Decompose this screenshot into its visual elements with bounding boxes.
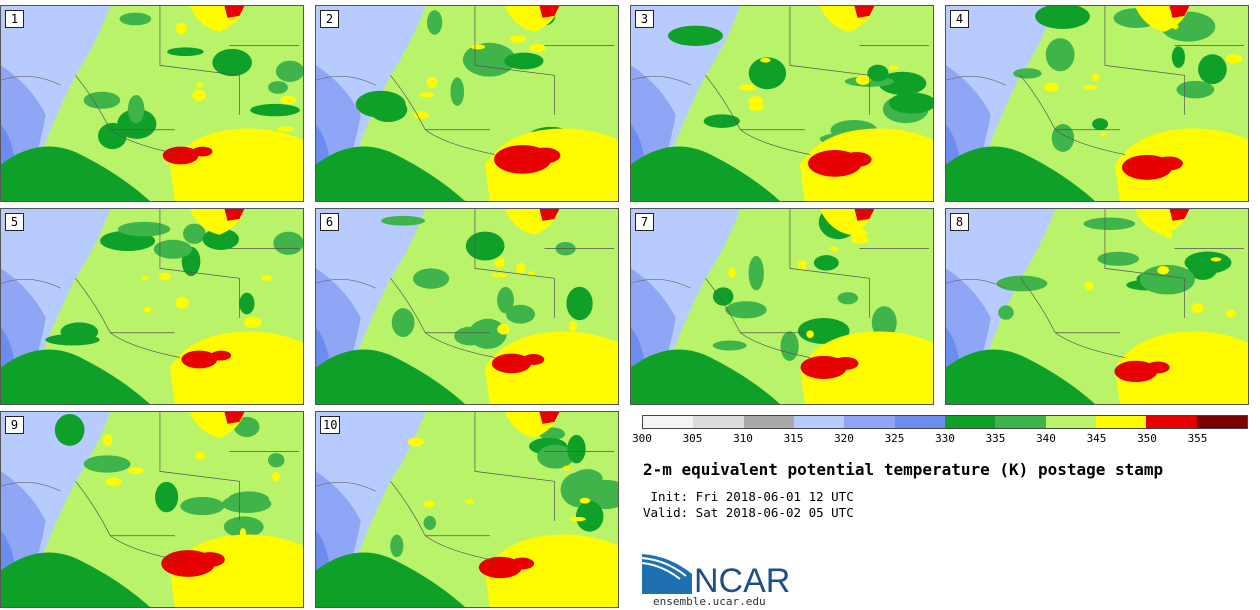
colorbar-segment xyxy=(894,416,945,428)
colorbar-tick-label: 310 xyxy=(733,432,753,445)
colorbar-tick-label: 355 xyxy=(1187,432,1208,445)
member-number-label: 1 xyxy=(5,10,24,28)
postage-stamp-panel: 5 xyxy=(0,208,304,405)
colorbar-segment xyxy=(793,416,845,428)
postage-stamp-panel: 9 xyxy=(0,411,304,608)
colorbar-segment xyxy=(693,416,744,428)
plot-title: 2-m equivalent potential temperature (K)… xyxy=(643,460,1164,479)
member-number-label: 4 xyxy=(950,10,969,28)
colorbar-ticks: 300 305 310 315 320 325 330 335 340 345 350 355 xyxy=(632,432,1248,446)
colorbar-segment xyxy=(844,416,895,428)
postage-stamp-panel: 2 xyxy=(315,5,619,202)
postage-stamp-panel: 1 xyxy=(0,5,304,202)
colorbar-tick-label: 335 xyxy=(985,432,1006,445)
colorbar-tick-label: 345 xyxy=(1086,432,1107,445)
init-time: Init: Fri 2018-06-01 12 UTC xyxy=(643,489,854,504)
postage-stamp-panel: 3 xyxy=(630,5,934,202)
colorbar-tick-label: 340 xyxy=(1036,432,1056,445)
colorbar-tick-label: 315 xyxy=(783,432,804,445)
member-number-label: 9 xyxy=(5,416,24,434)
ncar-logo-text: NCAR xyxy=(694,562,790,596)
colorbar-segment xyxy=(944,416,996,428)
colorbar xyxy=(642,415,1248,429)
colorbar-tick-label: 350 xyxy=(1137,432,1157,445)
colorbar-segment xyxy=(643,416,694,428)
member-number-label: 3 xyxy=(635,10,654,28)
colorbar-tick-label: 325 xyxy=(884,432,905,445)
colorbar-tick-label: 305 xyxy=(682,432,703,445)
colorbar-tick-label: 320 xyxy=(834,432,854,445)
colorbar-segment xyxy=(1095,416,1147,428)
member-number-label: 10 xyxy=(320,416,341,434)
member-number-label: 7 xyxy=(635,213,654,231)
colorbar-segment xyxy=(1196,416,1247,428)
member-number-label: 6 xyxy=(320,213,339,231)
ncar-logo: NCAR xyxy=(641,552,792,600)
postage-stamp-panel: 10 xyxy=(315,411,619,608)
postage-stamp-panel: 6 xyxy=(315,208,619,405)
valid-time: Valid: Sat 2018-06-02 05 UTC xyxy=(643,505,854,520)
member-number-label: 2 xyxy=(320,10,339,28)
logo-url: ensemble.ucar.edu xyxy=(653,595,766,608)
postage-stamp-panel: 8 xyxy=(945,208,1249,405)
postage-stamp-panel: 4 xyxy=(945,5,1249,202)
colorbar-segment xyxy=(995,416,1046,428)
member-number-label: 5 xyxy=(5,213,24,231)
colorbar-segment xyxy=(1146,416,1197,428)
colorbar-segment xyxy=(743,416,794,428)
colorbar-tick-label: 300 xyxy=(632,432,652,445)
ncar-logo-icon: NCAR xyxy=(641,554,790,600)
colorbar-segment xyxy=(1045,416,1096,428)
postage-stamp-panel: 7 xyxy=(630,208,934,405)
colorbar-tick-label: 330 xyxy=(935,432,955,445)
member-number-label: 8 xyxy=(950,213,969,231)
